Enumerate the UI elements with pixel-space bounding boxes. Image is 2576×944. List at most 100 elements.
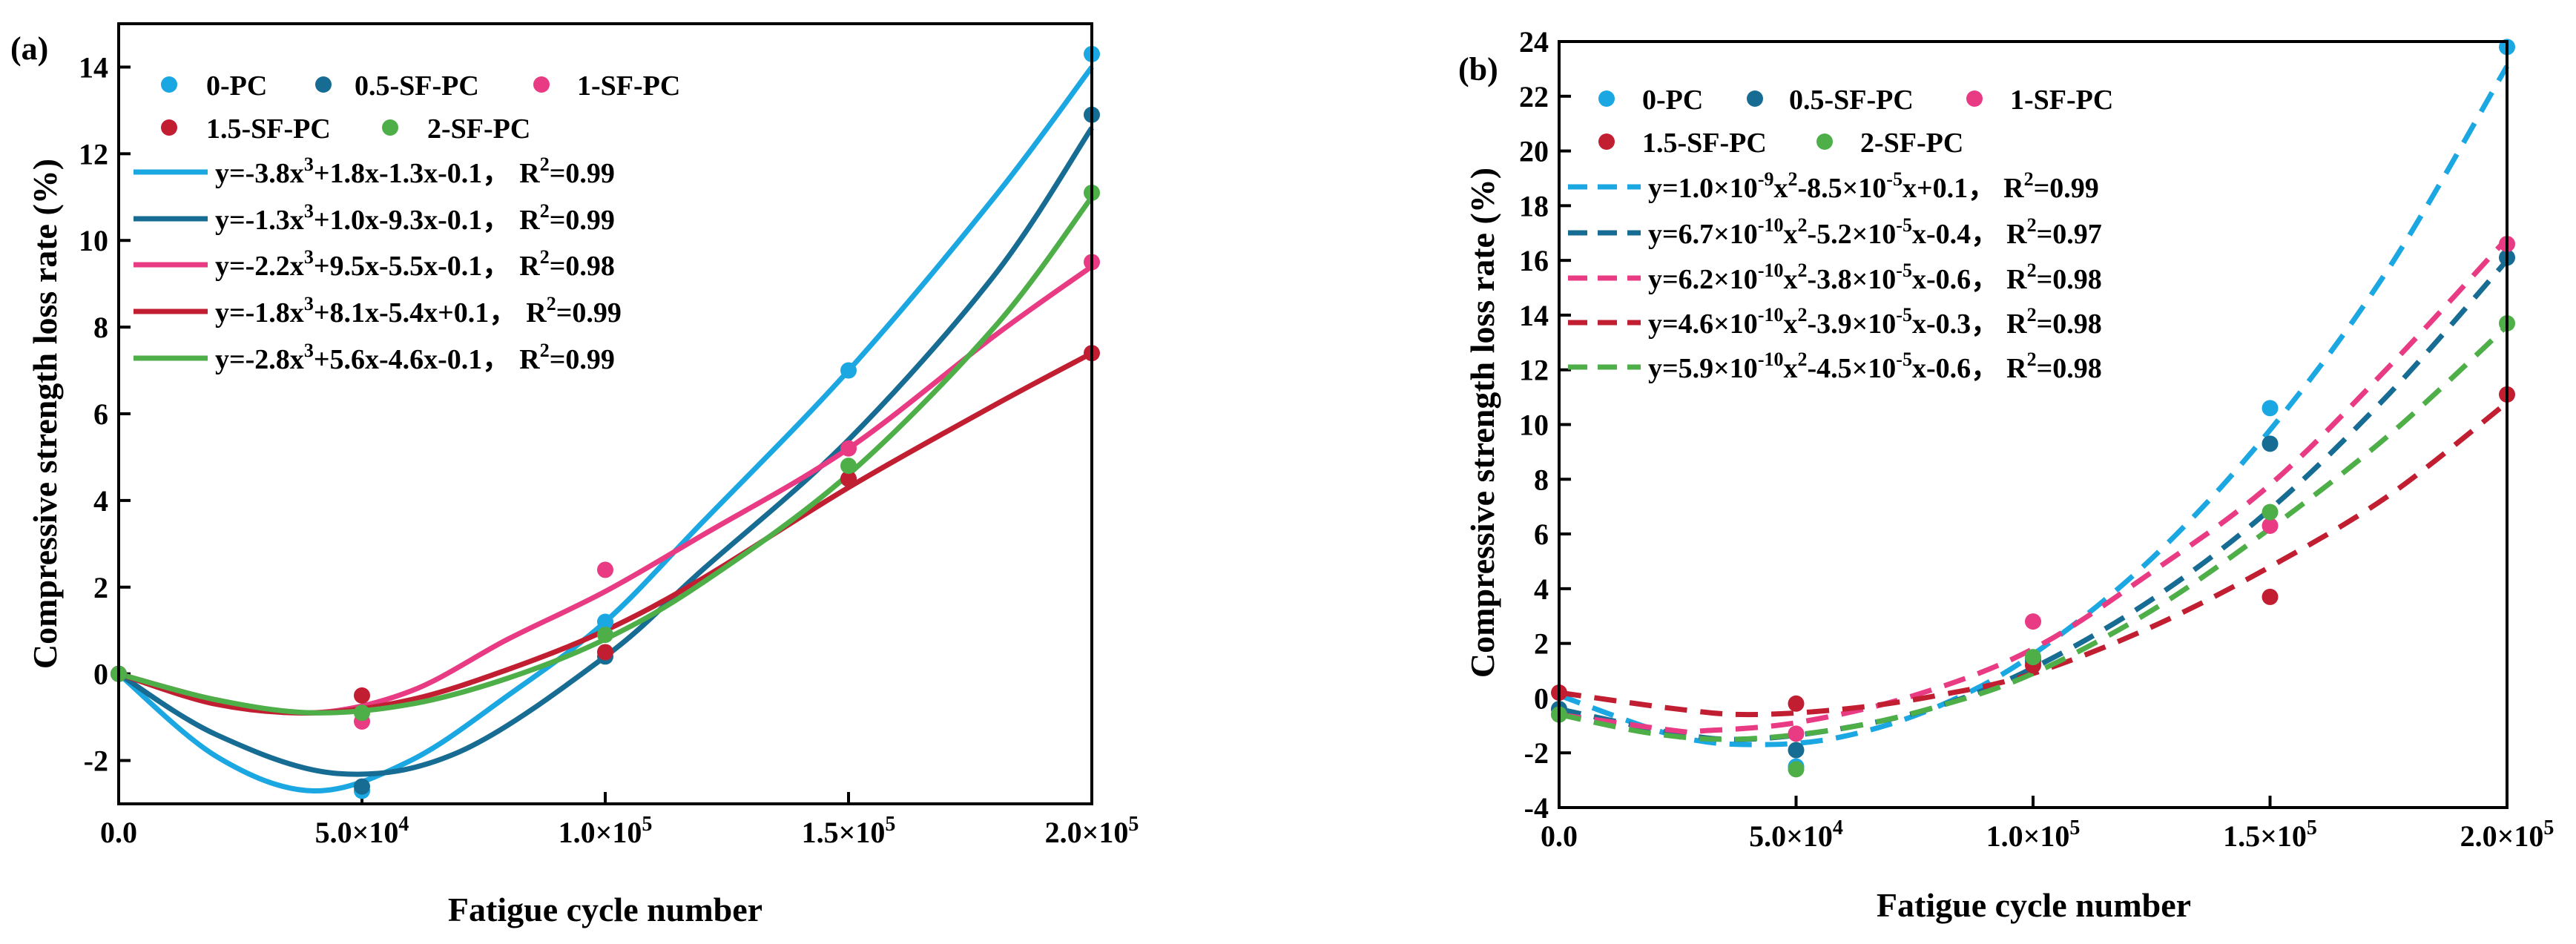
- panel-a-fit-curve-0-5-sf-pc: [117, 126, 1094, 777]
- panel-b-legend-0-pc: 0-PC: [1598, 85, 1703, 116]
- panel-b-fit-eq-4: y=5.9×10-10x2-4.5×10-5x-0.6， R2=0.98: [1568, 349, 2102, 384]
- panel-a-frame: [117, 22, 1093, 805]
- panel-a-legend-1-5-sf-pc: 1.5-SF-PC: [161, 113, 331, 145]
- panel-b-point-0-5-sf-pc: [1788, 742, 1805, 759]
- panel-b-legend-1-5-sf-pc: 1.5-SF-PC: [1598, 128, 1767, 159]
- panel-a-legend: 0-PC 0.5-SF-PC 1-SF-PC 1.5-SF-PC 2-SF-PC: [161, 70, 680, 145]
- panel-b-y-tick-label: 2: [1534, 627, 1549, 661]
- panel-b-y-tick-label: -4: [1524, 791, 1549, 825]
- panel-a-point-1-sf-pc: [840, 440, 857, 457]
- panel-a-point-1-5-sf-pc: [354, 687, 370, 704]
- panel-a-ticks: 0.0 5.0×104 1.0×105 1.5×105 2.0×105 -2 0 2 4 6 8 10…: [79, 50, 1139, 849]
- legend-marker: [533, 76, 550, 93]
- panel-a-fit-eq-2: y=-2.2x3+9.5x-5.5x-0.1， R2=0.98: [134, 246, 615, 282]
- legend-marker: [1598, 90, 1615, 107]
- legend-marker: [315, 76, 332, 93]
- panel-b-y-tick-label: 10: [1519, 409, 1549, 442]
- legend-label: 2-SF-PC: [427, 113, 530, 145]
- fit-eq-text: y=5.9×10-10x2-4.5×10-5x-0.6， R2=0.98: [1648, 349, 2102, 384]
- fit-eq-text: y=-3.8x3+1.8x-1.3x-0.1， R2=0.99: [215, 154, 615, 189]
- panel-a-y-tick-label: 8: [93, 311, 108, 344]
- panel-b-x-tick-label: 0.0: [1541, 819, 1578, 853]
- panel-b-y-tick-label: 6: [1534, 518, 1549, 551]
- panel-b-x-tick-label: 5.0×104: [1749, 816, 1843, 853]
- panel-b-y-tick-label: -2: [1524, 736, 1549, 770]
- panel-a-point-2-sf-pc: [597, 627, 613, 644]
- panel-a: (a) 0.0 5.0×104 1.0×105 1.5×105 2.0×105 -2 0 2 4…: [10, 22, 1139, 928]
- panel-b-point-0-pc: [2262, 400, 2279, 417]
- panel-a-point-0-pc: [840, 362, 857, 379]
- panel-b-fit-legend: y=1.0×10-9x2-8.5×10-5x+0.1， R2=0.99 y=6.7…: [1568, 168, 2102, 384]
- panel-b: (b) 0.0 5.0×104 1.0×105 1.5×105 2.0×105 -4 -2 0…: [1458, 25, 2554, 924]
- panel-a-y-tick-label: 10: [79, 224, 108, 257]
- panel-a-legend-0-pc: 0-PC: [161, 70, 267, 102]
- fit-eq-text: y=6.2×10-10x2-3.8×10-5x-0.6， R2=0.98: [1648, 260, 2102, 295]
- panel-a-fit-eq-0: y=-3.8x3+1.8x-1.3x-0.1， R2=0.99: [134, 154, 615, 189]
- panel-b-point-1-5-sf-pc: [1788, 695, 1805, 712]
- panel-b-fit-curve-2-sf-pc: [1558, 324, 2509, 742]
- panel-a-legend-0-5-sf-pc: 0.5-SF-PC: [315, 70, 479, 102]
- panel-b-point-2-sf-pc: [1788, 761, 1805, 778]
- panel-b-point-2-sf-pc: [2262, 504, 2279, 521]
- panel-b-y-tick-label: 22: [1519, 80, 1549, 113]
- panel-b-fit-eq-2: y=6.2×10-10x2-3.8×10-5x-0.6， R2=0.98: [1568, 260, 2102, 295]
- legend-marker: [382, 119, 398, 136]
- panel-b-y-tick-label: 18: [1519, 189, 1549, 222]
- panel-a-fit-eq-3: y=-1.8x3+8.1x-5.4x+0.1， R2=0.99: [134, 293, 622, 329]
- panel-a-y-tick-label: 6: [93, 397, 108, 431]
- fit-eq-text: y=-1.3x3+1.0x-9.3x-0.1， R2=0.99: [215, 200, 615, 236]
- panel-a-x-tick-label: 1.0×105: [559, 813, 653, 849]
- panel-b-point-1-sf-pc: [1788, 725, 1805, 742]
- panel-a-y-tick-label: 2: [93, 571, 108, 604]
- panel-a-point-1-5-sf-pc: [840, 470, 857, 487]
- panel-b-x-tick-label: 2.0×105: [2460, 816, 2554, 853]
- panel-b-ticks: 0.0 5.0×104 1.0×105 1.5×105 2.0×105-4-202468…: [1519, 25, 2554, 853]
- legend-label: 0.5-SF-PC: [355, 70, 479, 102]
- panel-b-frame: [1558, 40, 2509, 809]
- panel-a-legend-1-sf-pc: 1-SF-PC: [533, 70, 680, 102]
- panel-b-y-tick-label: 4: [1534, 572, 1549, 606]
- panel-b-point-1-sf-pc: [2025, 613, 2041, 630]
- panel-b-x-tick-label: 1.0×105: [1986, 816, 2081, 853]
- legend-marker: [1966, 90, 1983, 107]
- panel-a-x-tick-label: 1.5×105: [802, 813, 896, 849]
- panel-b-fit-curve-0-5-sf-pc: [1558, 258, 2509, 742]
- panel-b-point-2-sf-pc: [2025, 649, 2041, 666]
- panel-a-point-2-sf-pc: [354, 704, 370, 722]
- panel-a-point-0-5-sf-pc: [354, 778, 370, 795]
- legend-label: 0-PC: [1642, 85, 1703, 116]
- legend-marker: [161, 76, 177, 93]
- legend-label: 1.5-SF-PC: [1642, 128, 1767, 159]
- panel-a-fit-legend: y=-3.8x3+1.8x-1.3x-0.1， R2=0.99 y=-1.3x3+…: [134, 154, 622, 375]
- panel-b-label: (b): [1458, 51, 1498, 88]
- panel-b-data-points: [1551, 39, 2515, 778]
- legend-marker: [1747, 90, 1763, 107]
- fit-eq-text: y=-2.2x3+9.5x-5.5x-0.1， R2=0.98: [215, 246, 615, 282]
- panel-b-point-0-5-sf-pc: [2262, 435, 2279, 452]
- panel-b-y-tick-label: 8: [1534, 463, 1549, 496]
- panel-b-y-tick-label: 20: [1519, 135, 1549, 168]
- panel-a-data-points: [111, 45, 1100, 799]
- panel-b-y-tick-label: 24: [1519, 25, 1549, 59]
- legend-marker: [161, 119, 177, 136]
- panel-a-legend-2-sf-pc: 2-SF-PC: [382, 113, 530, 145]
- fit-eq-text: y=1.0×10-9x2-8.5×10-5x+0.1， R2=0.99: [1648, 168, 2099, 204]
- panel-a-y-tick-label: 4: [93, 484, 108, 518]
- panel-b-legend-0-5-sf-pc: 0.5-SF-PC: [1747, 85, 1914, 116]
- legend-label: 1-SF-PC: [577, 70, 680, 102]
- panel-a-y-tick-label: 14: [79, 50, 108, 84]
- legend-label: 1-SF-PC: [2010, 85, 2113, 116]
- panel-b-fit-eq-0: y=1.0×10-9x2-8.5×10-5x+0.1， R2=0.99: [1568, 168, 2099, 204]
- panel-a-fit-eq-1: y=-1.3x3+1.0x-9.3x-0.1， R2=0.99: [134, 200, 615, 236]
- panel-b-y-tick-label: 12: [1519, 354, 1549, 387]
- panel-b-fit-eq-3: y=4.6×10-10x2-3.9×10-5x-0.3， R2=0.98: [1568, 304, 2102, 340]
- legend-label: 0.5-SF-PC: [1789, 85, 1914, 116]
- panel-a-point-1-5-sf-pc: [597, 644, 613, 661]
- panel-a-point-2-sf-pc: [840, 458, 857, 475]
- panel-b-fit-eq-1: y=6.7×10-10x2-5.2×10-5x-0.4， R2=0.97: [1568, 214, 2102, 250]
- legend-label: 1.5-SF-PC: [206, 113, 331, 145]
- panel-b-legend-2-sf-pc: 2-SF-PC: [1816, 128, 1963, 159]
- panel-a-point-0-pc: [597, 613, 613, 630]
- panel-b-legend-1-sf-pc: 1-SF-PC: [1966, 85, 2113, 116]
